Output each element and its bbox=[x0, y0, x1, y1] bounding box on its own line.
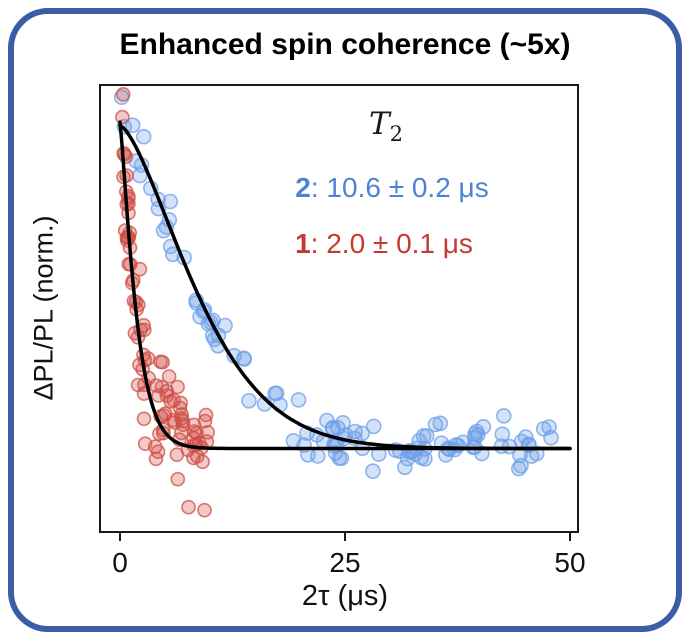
data-point-series-2 bbox=[268, 385, 285, 402]
data-point-series-1 bbox=[136, 411, 152, 427]
series-2-name: 2 bbox=[295, 172, 311, 203]
fit-curve-series-1 bbox=[118, 120, 572, 451]
data-point-series-1 bbox=[137, 436, 153, 452]
t2-subscript: 2 bbox=[389, 122, 404, 147]
data-point-series-1 bbox=[170, 471, 186, 487]
data-point-series-1 bbox=[198, 407, 214, 423]
data-point-series-2 bbox=[365, 463, 381, 480]
data-point-series-1 bbox=[195, 454, 210, 470]
series-1-name: 1 bbox=[295, 228, 311, 259]
data-point-series-2 bbox=[493, 438, 510, 455]
data-point-series-2 bbox=[319, 412, 335, 429]
data-point-series-2 bbox=[494, 426, 511, 443]
data-point-series-1 bbox=[115, 87, 131, 102]
data-point-series-1 bbox=[174, 407, 189, 422]
figure-title: Enhanced spin coherence (~5x) bbox=[119, 28, 571, 61]
x-tick-label: 25 bbox=[329, 547, 360, 578]
series-1-value: : 2.0 ± 0.1 μs bbox=[310, 228, 473, 259]
legend-series-1: 1: 2.0 ± 0.1 μs bbox=[295, 228, 473, 260]
data-point-series-2 bbox=[365, 418, 382, 435]
data-point-series-2 bbox=[162, 193, 179, 210]
figure-border-card bbox=[8, 8, 682, 632]
data-point-series-1 bbox=[174, 425, 189, 441]
t2-annotation: T2 bbox=[369, 106, 403, 146]
x-tick-label: 50 bbox=[554, 547, 585, 578]
data-point-series-2 bbox=[535, 421, 552, 437]
x-tick-label: 0 bbox=[112, 547, 128, 578]
data-point-series-2 bbox=[354, 425, 371, 442]
data-point-series-2 bbox=[135, 128, 152, 145]
data-point-series-2 bbox=[241, 392, 257, 409]
data-point-series-2 bbox=[124, 117, 141, 133]
data-point-series-1 bbox=[197, 502, 212, 518]
data-point-series-1 bbox=[159, 388, 175, 403]
data-point-series-2 bbox=[290, 392, 307, 408]
data-point-series-2 bbox=[309, 448, 326, 464]
t2-symbol: T bbox=[368, 105, 390, 142]
data-point-series-1 bbox=[115, 109, 130, 125]
data-point-series-1 bbox=[181, 499, 196, 515]
y-axis-label: ΔPL/PL (norm.) bbox=[28, 215, 59, 401]
data-point-series-2 bbox=[132, 167, 148, 184]
data-point-series-2 bbox=[335, 414, 351, 431]
data-point-series-1 bbox=[161, 369, 177, 384]
data-point-series-2 bbox=[517, 429, 534, 445]
legend-series-2: 2: 10.6 ± 0.2 μs bbox=[295, 172, 488, 204]
series-2-value: : 10.6 ± 0.2 μs bbox=[310, 172, 489, 203]
x-axis-label: 2τ (μs) bbox=[301, 580, 389, 612]
data-point-series-1 bbox=[153, 354, 168, 370]
data-point-series-1 bbox=[148, 451, 164, 467]
data-point-series-2 bbox=[475, 418, 492, 435]
data-point-series-2 bbox=[427, 416, 444, 433]
data-point-series-2 bbox=[396, 459, 413, 476]
data-point-series-2 bbox=[418, 428, 435, 444]
data-point-series-2 bbox=[513, 457, 529, 474]
data-point-series-2 bbox=[495, 408, 512, 424]
data-point-series-1 bbox=[170, 379, 185, 395]
